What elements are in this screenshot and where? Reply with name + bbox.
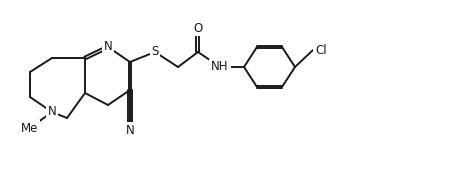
Text: S: S [151, 46, 158, 59]
Text: Cl: Cl [314, 43, 326, 56]
Text: Me: Me [21, 122, 38, 135]
Text: N: N [48, 106, 56, 119]
Text: N: N [103, 41, 112, 54]
Text: O: O [193, 22, 202, 35]
Text: N: N [125, 124, 134, 137]
Text: NH: NH [211, 61, 228, 74]
